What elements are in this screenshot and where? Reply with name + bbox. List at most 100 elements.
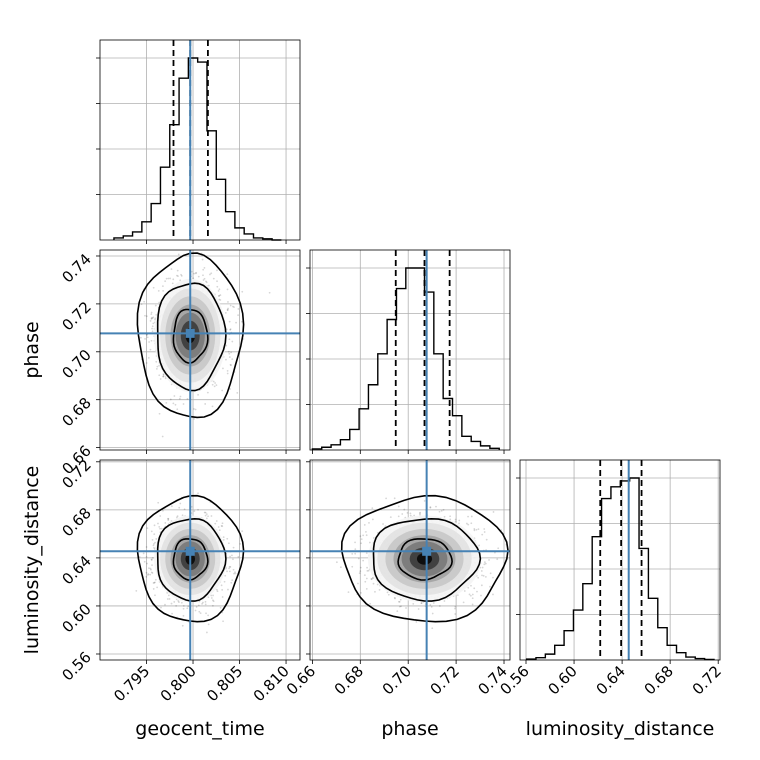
sample-point bbox=[227, 542, 230, 545]
sample-point bbox=[167, 277, 170, 280]
sample-point bbox=[157, 501, 160, 504]
sample-point bbox=[213, 385, 216, 388]
sample-point bbox=[181, 514, 184, 517]
y-tick-label: 0.56 bbox=[58, 648, 94, 684]
panel-geocent_time-luminosity_distance bbox=[100, 460, 300, 660]
sample-point bbox=[371, 507, 374, 510]
density-shading bbox=[416, 553, 433, 565]
sample-point bbox=[155, 538, 158, 540]
sample-point bbox=[162, 374, 165, 376]
sample-point bbox=[140, 303, 143, 306]
sample-point bbox=[443, 600, 446, 602]
sample-point bbox=[233, 306, 235, 309]
sample-point bbox=[229, 363, 232, 366]
sample-point bbox=[162, 375, 165, 378]
sample-point bbox=[423, 500, 426, 502]
sample-point bbox=[489, 572, 492, 575]
sample-point bbox=[207, 596, 210, 599]
sample-point bbox=[406, 511, 409, 514]
sample-point bbox=[204, 511, 207, 514]
sample-point bbox=[152, 322, 155, 325]
sample-point bbox=[161, 285, 164, 288]
sample-point bbox=[418, 512, 421, 515]
sample-point bbox=[153, 581, 156, 584]
sample-point bbox=[150, 316, 153, 319]
sample-point bbox=[226, 570, 228, 573]
sample-point bbox=[223, 580, 226, 583]
sample-point bbox=[226, 369, 229, 372]
sample-point bbox=[135, 589, 138, 592]
sample-point bbox=[214, 522, 217, 525]
sample-point bbox=[177, 275, 179, 278]
sample-point bbox=[454, 520, 457, 523]
sample-point bbox=[492, 593, 494, 596]
sample-point bbox=[384, 525, 387, 527]
sample-point bbox=[370, 578, 373, 581]
sample-point bbox=[156, 365, 159, 368]
sample-point bbox=[430, 606, 433, 608]
sample-point bbox=[197, 393, 199, 396]
sample-point bbox=[218, 294, 221, 297]
sample-point bbox=[231, 579, 234, 582]
sample-point bbox=[224, 312, 227, 314]
contour-line bbox=[340, 494, 509, 623]
sample-point bbox=[202, 279, 205, 281]
sample-point bbox=[164, 377, 167, 380]
sample-point bbox=[181, 624, 184, 627]
sample-point bbox=[230, 351, 233, 354]
sample-point bbox=[142, 552, 145, 555]
sample-point bbox=[173, 601, 176, 603]
sample-point bbox=[160, 606, 162, 609]
panel-geocent_time-phase bbox=[100, 250, 300, 450]
sample-point bbox=[412, 602, 415, 605]
sample-point bbox=[195, 271, 198, 274]
sample-point bbox=[150, 318, 153, 320]
sample-point bbox=[151, 564, 153, 567]
sample-point bbox=[154, 578, 157, 581]
sample-point bbox=[144, 314, 146, 317]
y-tick-label: 0.72 bbox=[58, 298, 94, 334]
sample-point bbox=[382, 523, 384, 525]
x-tick-label: 0.72 bbox=[689, 662, 725, 698]
sample-point bbox=[370, 577, 373, 580]
sample-point bbox=[178, 506, 181, 509]
contour-line bbox=[136, 494, 245, 623]
sample-point bbox=[454, 605, 457, 608]
x-tick-label: 0.60 bbox=[545, 662, 581, 698]
sample-point bbox=[415, 621, 418, 623]
sample-point bbox=[438, 605, 441, 607]
sample-point bbox=[179, 502, 182, 505]
sample-point bbox=[232, 546, 235, 549]
sample-point bbox=[228, 352, 231, 355]
sample-point bbox=[159, 378, 162, 380]
sample-point bbox=[473, 528, 476, 530]
sample-point bbox=[463, 590, 466, 592]
sample-point bbox=[358, 572, 361, 575]
sample-point bbox=[387, 593, 390, 596]
sample-point bbox=[467, 586, 470, 589]
sample-point bbox=[469, 594, 472, 597]
sample-point bbox=[167, 519, 170, 521]
sample-point bbox=[151, 317, 154, 320]
sample-point bbox=[204, 603, 207, 606]
sample-point bbox=[397, 505, 400, 508]
sample-point bbox=[233, 572, 235, 575]
sample-point bbox=[194, 609, 197, 612]
sample-point bbox=[374, 590, 376, 593]
sample-point bbox=[399, 598, 402, 601]
sample-point bbox=[169, 277, 172, 280]
sample-point bbox=[152, 286, 155, 289]
y-tick-label: 0.60 bbox=[58, 600, 94, 636]
sample-point bbox=[164, 280, 167, 283]
sample-point bbox=[222, 536, 225, 539]
sample-point bbox=[145, 571, 148, 574]
sample-point bbox=[162, 375, 165, 378]
sample-point bbox=[454, 607, 456, 610]
sample-point bbox=[222, 620, 224, 623]
sample-point bbox=[193, 272, 195, 275]
sample-point bbox=[150, 339, 153, 342]
sample-point bbox=[212, 594, 214, 597]
sample-point bbox=[153, 533, 156, 536]
sample-point bbox=[144, 338, 146, 340]
